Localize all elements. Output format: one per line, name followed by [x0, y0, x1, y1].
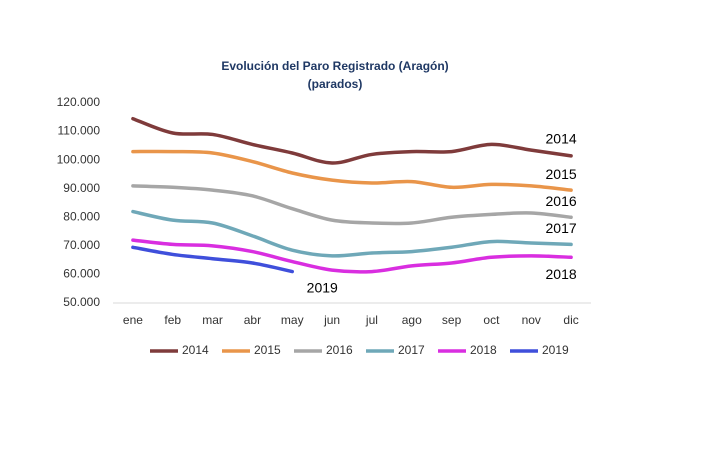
- x-tick-label: feb: [164, 313, 181, 327]
- legend-label: 2015: [254, 343, 281, 357]
- x-tick-label: mar: [202, 313, 223, 327]
- series-line: [131, 209, 573, 258]
- chart-subtitle: (parados): [308, 77, 363, 91]
- chart-title: Evolución del Paro Registrado (Aragón): [221, 59, 448, 73]
- y-tick-label: 60.000: [63, 267, 100, 281]
- legend-label: 2017: [398, 343, 425, 357]
- x-tick-label: dic: [563, 313, 578, 327]
- y-tick-label: 100.000: [57, 152, 101, 166]
- x-tick-label: sep: [442, 313, 462, 327]
- legend-label: 2016: [326, 343, 353, 357]
- x-tick-label: jun: [323, 313, 340, 327]
- x-tick-label: may: [281, 313, 304, 327]
- series-line: [131, 116, 573, 165]
- series-line: [131, 149, 573, 192]
- x-tick-label: jul: [365, 313, 378, 327]
- series-line: [131, 184, 573, 226]
- y-tick-label: 50.000: [63, 295, 100, 309]
- series-end-label: 2015: [546, 166, 577, 182]
- x-tick-label: abr: [244, 313, 261, 327]
- legend-label: 2018: [470, 343, 497, 357]
- series-end-label: 2019: [307, 279, 338, 295]
- x-tick-label: oct: [483, 313, 500, 327]
- x-tick-label: nov: [522, 313, 541, 327]
- series-end-label: 2016: [546, 193, 577, 209]
- y-tick-label: 80.000: [63, 209, 100, 223]
- x-tick-label: ene: [123, 313, 143, 327]
- series-end-label: 2018: [546, 266, 577, 282]
- x-tick-label: ago: [402, 313, 422, 327]
- series-end-label: 2014: [546, 131, 577, 147]
- legend-label: 2014: [182, 343, 209, 357]
- y-tick-label: 120.000: [57, 95, 101, 109]
- series-line: [131, 238, 573, 274]
- y-tick-label: 70.000: [63, 238, 100, 252]
- series-line: [131, 245, 294, 274]
- series-end-label: 2017: [546, 220, 577, 236]
- y-tick-label: 110.000: [58, 124, 101, 138]
- legend-label: 2019: [542, 343, 569, 357]
- y-tick-label: 90.000: [63, 181, 100, 195]
